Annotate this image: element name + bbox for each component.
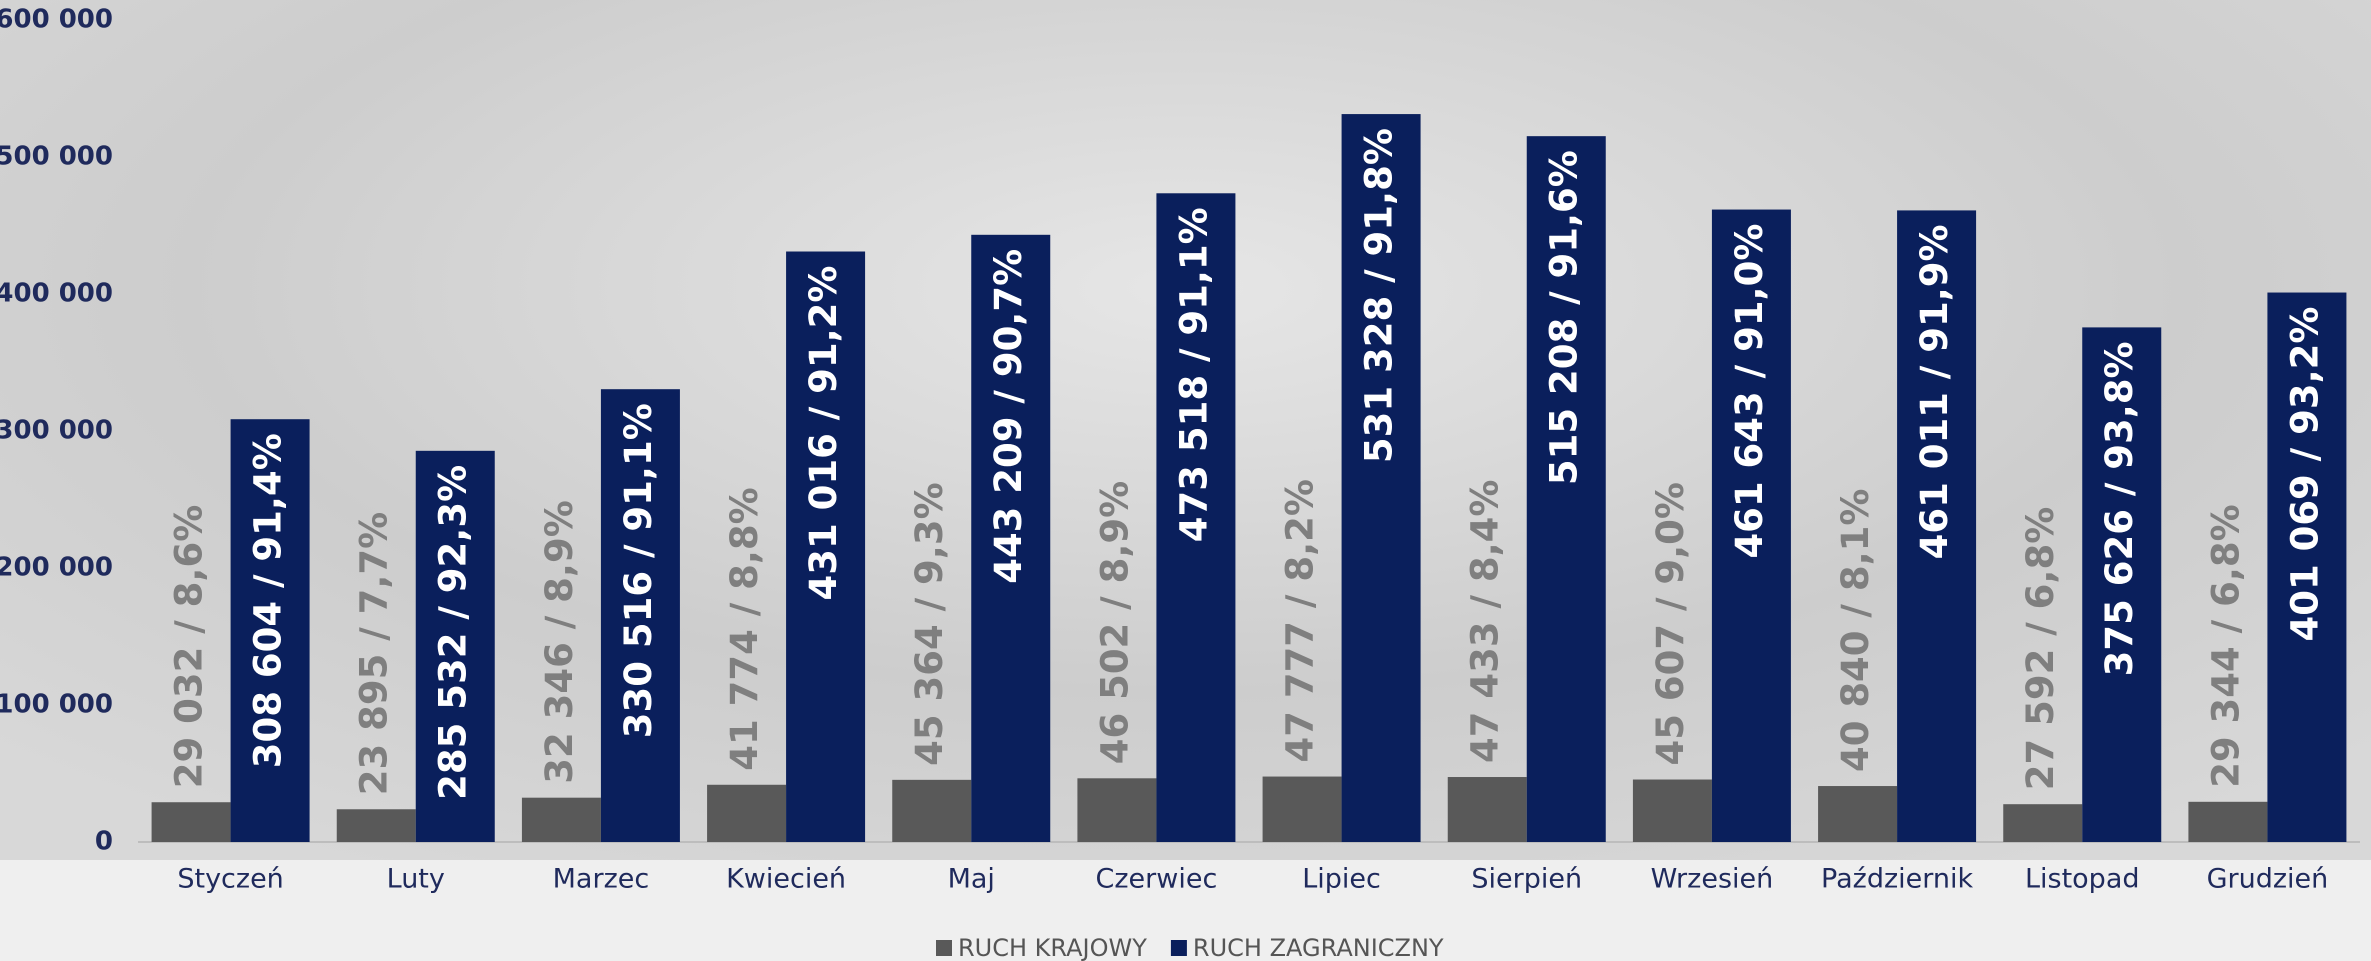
value-label: 443 209 / 90,7% (987, 249, 1030, 584)
chart: 0 100 000 200 000 300 000 400 000 500 000 600 … (0, 0, 2371, 961)
legend-label: RUCH KRAJOWY (958, 934, 1147, 961)
x-tick-label: Wrzesień (1651, 864, 1774, 895)
value-label: 461 011 / 91,9% (1913, 224, 1956, 559)
x-tick-label: Listopad (2025, 864, 2140, 895)
value-label: 29 032 / 8,6% (168, 505, 211, 789)
x-tick-label: Lipiec (1302, 864, 1381, 895)
value-label: 375 626 / 93,8% (2098, 341, 2141, 676)
bar (892, 780, 971, 842)
y-tick-label: 0 (95, 827, 113, 857)
y-tick-label: 200 000 (0, 553, 113, 583)
bar (707, 785, 786, 842)
value-label: 515 208 / 91,6% (1543, 150, 1586, 485)
value-label: 431 016 / 91,2% (802, 266, 845, 601)
value-label: 40 840 / 8,1% (1834, 489, 1877, 773)
legend-swatch (936, 940, 952, 956)
x-tick-label: Maj (948, 864, 995, 895)
x-tick-label: Grudzień (2207, 864, 2329, 895)
value-label: 32 346 / 8,9% (538, 500, 581, 784)
value-label: 45 607 / 9,0% (1649, 482, 1692, 766)
value-label: 47 433 / 8,4% (1464, 480, 1507, 764)
legend-swatch (1171, 940, 1187, 956)
bar (1633, 780, 1712, 842)
bar (1448, 777, 1527, 842)
bar (2188, 802, 2267, 842)
value-label: 308 604 / 91,4% (247, 433, 290, 768)
x-tick-label: Kwiecień (726, 864, 846, 895)
value-label: 45 364 / 9,3% (908, 482, 951, 766)
x-tick-label: Styczeń (177, 864, 283, 895)
value-label: 330 516 / 91,1% (617, 403, 660, 738)
x-tick-label: Czerwiec (1096, 864, 1218, 895)
value-label: 29 344 / 6,8% (2204, 504, 2247, 788)
value-label: 23 895 / 7,7% (353, 512, 396, 796)
bar (337, 809, 416, 842)
legend-label: RUCH ZAGRANICZNY (1193, 934, 1444, 961)
y-tick-label: 100 000 (0, 690, 113, 720)
x-tick-label: Październik (1821, 864, 1973, 895)
bar (1077, 778, 1156, 842)
y-tick-label: 600 000 (0, 5, 113, 35)
bar (1263, 777, 1342, 842)
y-tick-label: 300 000 (0, 416, 113, 446)
value-label: 285 532 / 92,3% (432, 465, 475, 800)
value-label: 41 774 / 8,8% (723, 487, 766, 770)
bar (2003, 804, 2082, 842)
value-label: 473 518 / 91,1% (1172, 207, 1215, 542)
value-label: 46 502 / 8,9% (1093, 481, 1136, 765)
x-tick-label: Sierpień (1471, 864, 1582, 895)
x-tick-label: Marzec (553, 864, 650, 895)
bar (1818, 786, 1897, 842)
y-tick-label: 500 000 (0, 142, 113, 172)
x-tick-label: Luty (387, 864, 445, 895)
value-label: 531 328 / 91,8% (1358, 128, 1401, 463)
y-tick-label: 400 000 (0, 279, 113, 309)
bar (522, 798, 601, 842)
value-label: 27 592 / 6,8% (2019, 507, 2062, 791)
bar (152, 802, 231, 842)
value-label: 461 643 / 91,0% (1728, 224, 1771, 559)
value-label: 47 777 / 8,2% (1279, 479, 1322, 763)
value-label: 401 069 / 93,2% (2283, 307, 2326, 642)
